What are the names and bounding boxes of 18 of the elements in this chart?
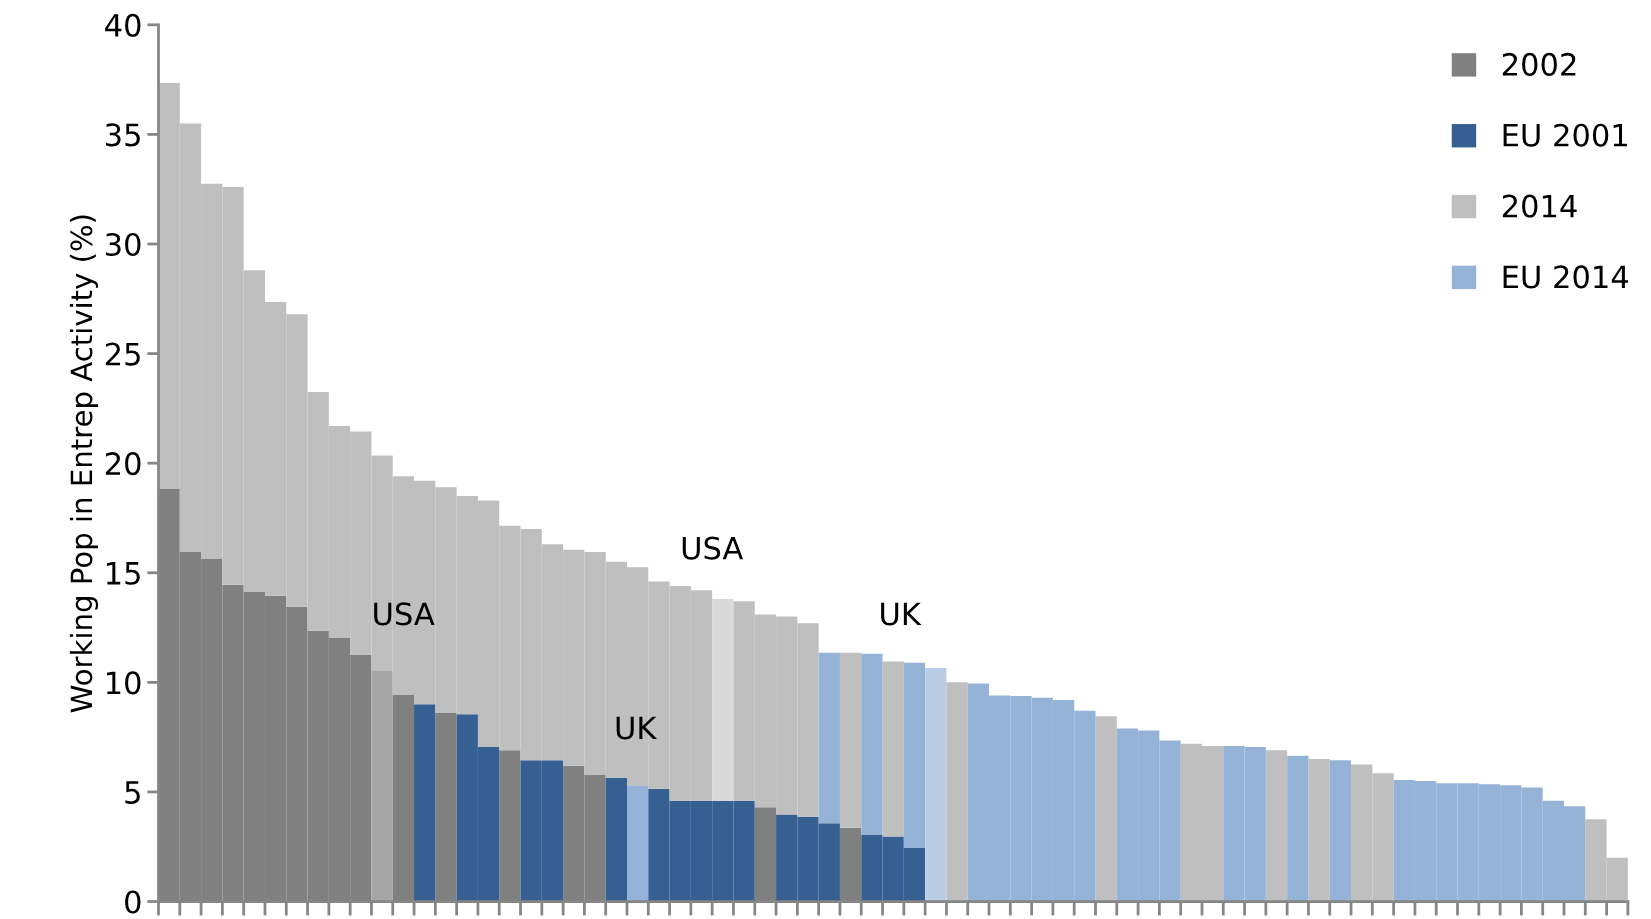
y-tick-label: 20	[105, 452, 141, 476]
y-tick-label: 25	[105, 342, 140, 366]
annotation: USA	[374, 602, 435, 626]
legend-label: 2014	[1502, 194, 1577, 218]
annotation: UK	[881, 602, 922, 626]
legend-label: 2002	[1502, 52, 1576, 76]
y-tick-label: 0	[125, 890, 141, 914]
y-tick-label: 15	[107, 562, 140, 585]
y-tick-label: 35	[105, 123, 140, 147]
y-tick-label: 30	[105, 232, 141, 257]
annotation: USA	[682, 536, 744, 560]
legend-label: EU 2014	[1503, 265, 1629, 289]
y-axis-title: Working Pop in Entrep Activity (%)	[69, 215, 99, 713]
y-tick-label: 5	[125, 781, 140, 804]
legend-label: EU 2001	[1503, 123, 1627, 147]
y-tick-label: 40	[105, 13, 141, 37]
annotation: UK	[616, 716, 658, 740]
y-tick-label: 10	[107, 671, 141, 695]
